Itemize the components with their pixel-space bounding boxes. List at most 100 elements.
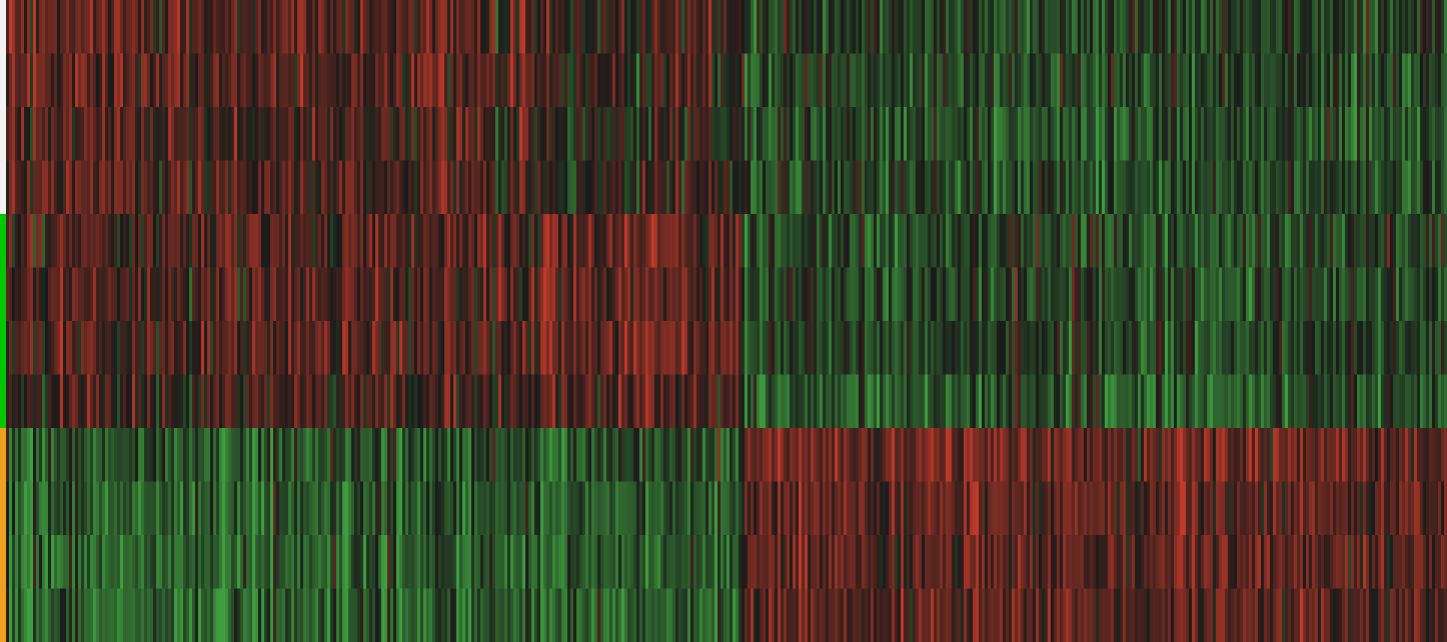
- heatmap-cell: [318, 107, 322, 161]
- heatmap-cell: [1035, 0, 1040, 54]
- heatmap-cell: [138, 374, 142, 429]
- heatmap-cell: [216, 321, 220, 375]
- heatmap-cell: [888, 0, 893, 54]
- heatmap-cell: [567, 321, 571, 375]
- heatmap-cell: [1200, 428, 1205, 482]
- heatmap-cell: [282, 267, 286, 322]
- heatmap-cell: [213, 160, 217, 215]
- heatmap-cell: [1281, 267, 1286, 322]
- heatmap-cell: [762, 267, 767, 322]
- heatmap-cell: [948, 160, 953, 215]
- heatmap-cell: [144, 267, 148, 322]
- heatmap-cell: [309, 374, 313, 429]
- heatmap-cell: [114, 267, 118, 322]
- heatmap-cell: [615, 374, 620, 429]
- heatmap-cell: [1125, 0, 1130, 54]
- heatmap-cell: [1398, 481, 1403, 536]
- heatmap-cell: [1215, 53, 1220, 108]
- heatmap-cell: [789, 107, 794, 161]
- heatmap-cell: [555, 0, 559, 54]
- heatmap-cell: [57, 535, 61, 589]
- heatmap-cell: [222, 107, 226, 161]
- heatmap-cell: [771, 107, 776, 161]
- heatmap-cell: [1080, 267, 1085, 322]
- heatmap-cell: [603, 321, 608, 375]
- heatmap-cell: [1149, 374, 1154, 429]
- heatmap-cell: [918, 481, 923, 536]
- heatmap-cell: [726, 428, 731, 482]
- heatmap-cell: [1002, 428, 1007, 482]
- heatmap-cell: [738, 107, 743, 161]
- heatmap-cell: [144, 374, 148, 429]
- heatmap-cell: [423, 428, 427, 482]
- heatmap-cell: [1209, 267, 1214, 322]
- heatmap-cell: [216, 214, 220, 268]
- heatmap-cell: [117, 481, 121, 536]
- heatmap-cell: [840, 107, 845, 161]
- heatmap-cell: [351, 0, 355, 54]
- heatmap-cell: [1368, 214, 1373, 268]
- heatmap-cell: [288, 53, 292, 108]
- heatmap-cell: [900, 214, 905, 268]
- heatmap-cell: [1332, 481, 1337, 536]
- heatmap-cell: [1125, 267, 1130, 322]
- heatmap-cell: [1038, 160, 1043, 215]
- heatmap-cell: [1263, 481, 1268, 536]
- heatmap-cell: [291, 428, 295, 482]
- heatmap-cell: [99, 428, 103, 482]
- heatmap-cell: [396, 0, 400, 54]
- heatmap-cell: [255, 374, 259, 429]
- heatmap-cell: [990, 53, 995, 108]
- heatmap-cell: [1191, 0, 1196, 54]
- heatmap-cell: [486, 321, 490, 375]
- heatmap-cell: [1251, 0, 1256, 54]
- heatmap-cell: [1444, 321, 1447, 375]
- heatmap-cell: [1107, 160, 1112, 215]
- heatmap-cell: [579, 107, 583, 161]
- heatmap-cell: [678, 53, 683, 108]
- heatmap-cell: [1209, 428, 1214, 482]
- heatmap-cell: [567, 160, 571, 215]
- heatmap-cell: [228, 53, 232, 108]
- heatmap-cell: [996, 107, 1001, 161]
- heatmap-cell: [1071, 214, 1076, 268]
- heatmap-cell: [744, 428, 749, 482]
- heatmap-cell: [1065, 481, 1070, 536]
- heatmap-cell: [75, 428, 79, 482]
- heatmap-cell: [849, 374, 854, 429]
- heatmap-cell: [846, 374, 851, 429]
- heatmap-cell: [1278, 0, 1283, 54]
- heatmap-cell: [984, 321, 989, 375]
- heatmap-cell: [357, 107, 361, 161]
- heatmap-cell: [1017, 53, 1022, 108]
- heatmap-cell: [933, 107, 938, 161]
- heatmap-cell: [345, 107, 349, 161]
- heatmap-cell: [1441, 160, 1445, 215]
- heatmap-cell: [1215, 160, 1220, 215]
- heatmap-cell: [1326, 0, 1331, 54]
- heatmap-cell: [900, 0, 905, 54]
- heatmap-cell: [1128, 267, 1133, 322]
- heatmap-cell: [1113, 321, 1118, 375]
- heatmap-cell: [714, 107, 719, 161]
- heatmap-cell: [810, 267, 815, 322]
- heatmap-cell: [201, 267, 205, 322]
- heatmap-cell: [930, 321, 935, 375]
- heatmap-cell: [795, 214, 800, 268]
- heatmap-cell: [321, 267, 325, 322]
- heatmap-cell: [1401, 160, 1406, 215]
- heatmap-cell: [684, 160, 689, 215]
- heatmap-cell: [951, 321, 956, 375]
- heatmap-cell: [909, 321, 914, 375]
- heatmap-cell: [528, 481, 532, 536]
- heatmap-cell: [690, 428, 695, 482]
- heatmap-cell: [510, 214, 514, 268]
- heatmap-cell: [138, 160, 142, 215]
- heatmap-cell: [327, 107, 331, 161]
- heatmap-cell: [1197, 53, 1202, 108]
- heatmap-cell: [174, 374, 178, 429]
- heatmap-cell: [912, 321, 917, 375]
- heatmap-cell: [387, 160, 391, 215]
- heatmap-cell: [591, 267, 596, 322]
- heatmap-cell: [369, 214, 373, 268]
